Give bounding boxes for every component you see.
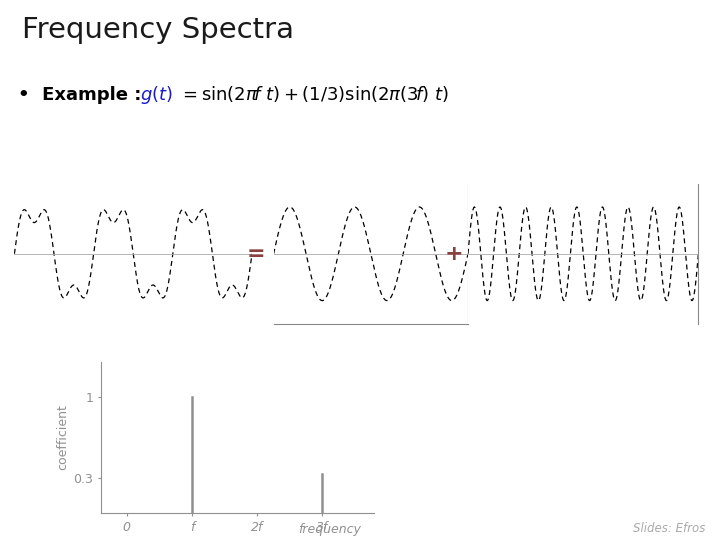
Y-axis label: coefficient: coefficient [56,404,69,470]
Text: $g(t)$: $g(t)$ [140,84,174,105]
Text: Frequency Spectra: Frequency Spectra [22,16,294,44]
Text: $= \sin(2\pi\!f\ t) + (1/3)\sin(2\pi(3\!f)\ t)$: $= \sin(2\pi\!f\ t) + (1/3)\sin(2\pi(3\!… [179,84,449,105]
Text: +: + [444,244,463,264]
Text: •  Example :: • Example : [18,85,148,104]
Text: frequency: frequency [299,523,361,536]
Text: =: = [246,244,265,264]
Text: Slides: Efros: Slides: Efros [633,522,706,535]
